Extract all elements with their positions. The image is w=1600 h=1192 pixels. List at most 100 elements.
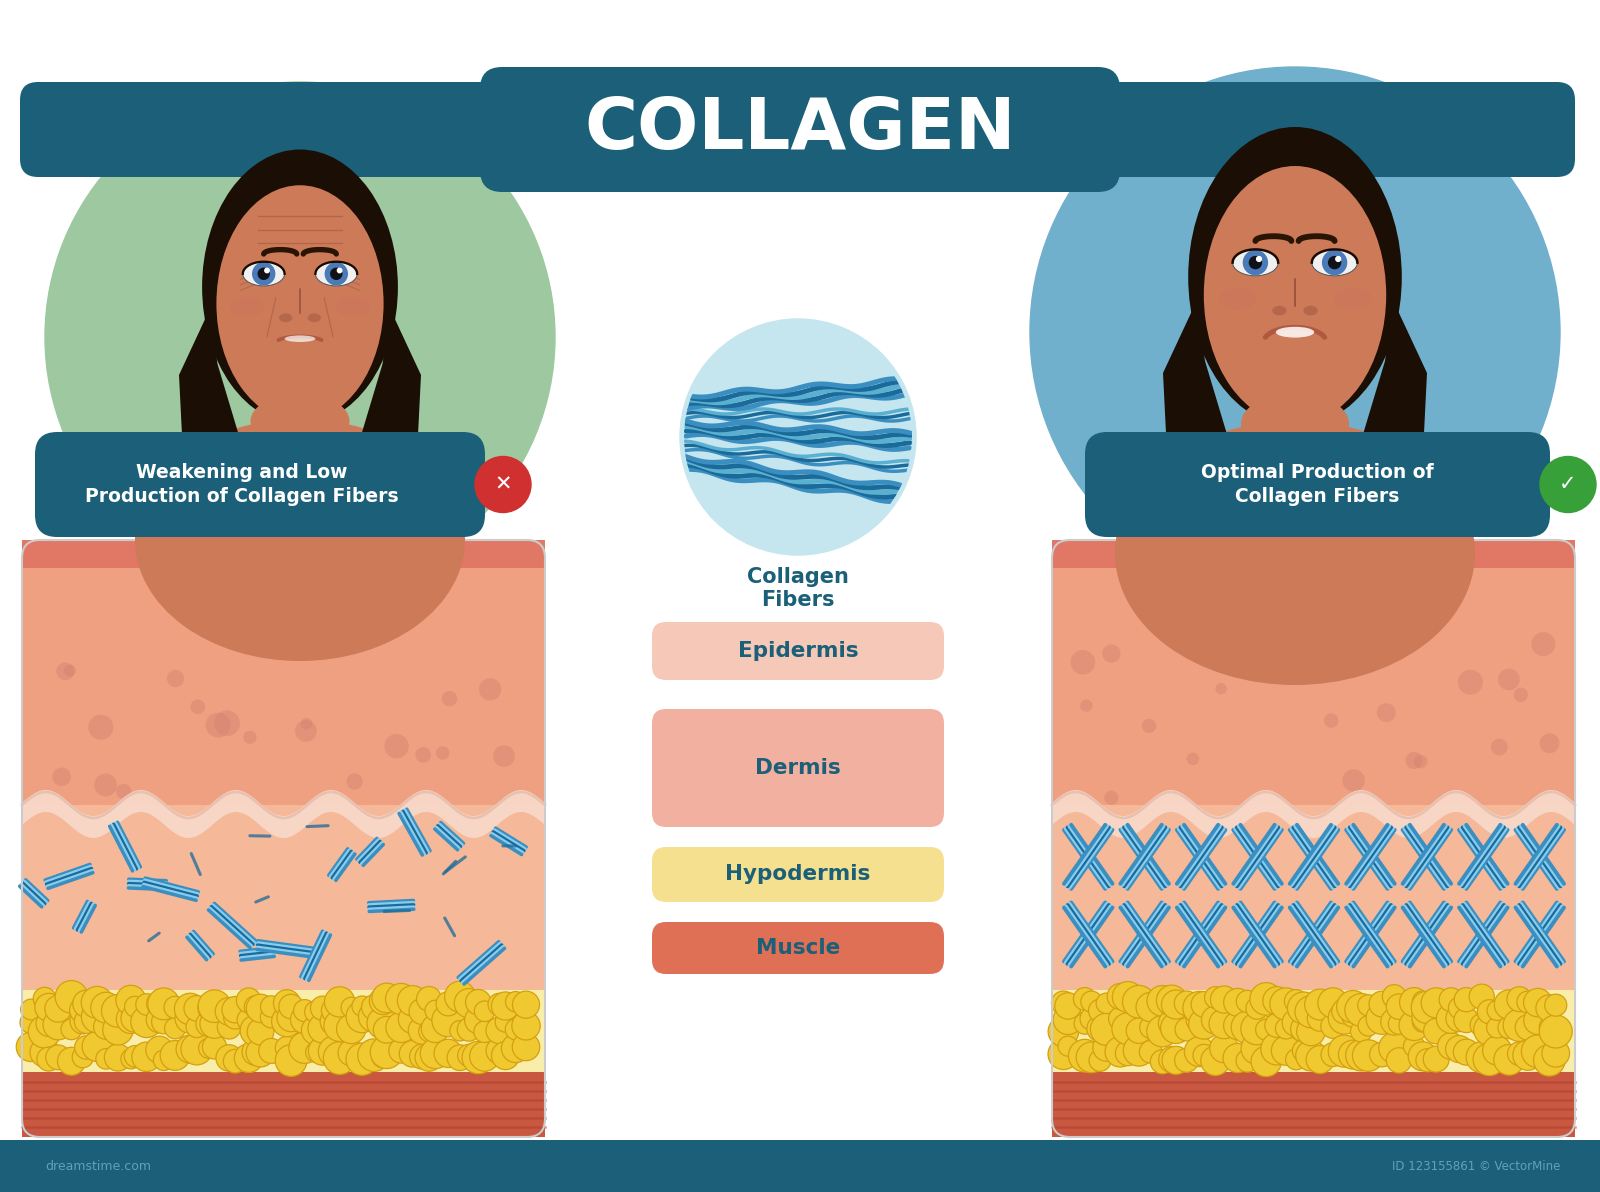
Circle shape [491,1042,520,1069]
Circle shape [1379,1032,1410,1063]
Circle shape [1266,1013,1290,1037]
Circle shape [1416,1049,1438,1072]
Circle shape [1107,983,1133,1010]
Circle shape [53,768,70,786]
Circle shape [200,1010,229,1038]
Circle shape [1070,650,1094,675]
Circle shape [501,1033,530,1062]
Circle shape [16,1032,46,1062]
Circle shape [325,262,347,285]
Circle shape [320,1007,347,1035]
Ellipse shape [315,262,357,286]
Circle shape [181,1033,213,1064]
Ellipse shape [243,262,285,286]
Bar [1053,540,1574,569]
Circle shape [1270,988,1302,1020]
Circle shape [338,268,342,273]
Circle shape [1342,1005,1363,1028]
Ellipse shape [1189,128,1402,427]
Circle shape [1240,1012,1274,1045]
Circle shape [371,1045,394,1068]
Circle shape [75,1036,98,1060]
Circle shape [245,995,267,1018]
Circle shape [1248,665,1264,681]
Circle shape [488,993,510,1016]
Circle shape [464,1006,491,1033]
Circle shape [1230,1011,1264,1043]
Circle shape [421,1038,450,1069]
Circle shape [1190,992,1216,1017]
Bar [22,991,546,1072]
Circle shape [243,731,256,744]
Circle shape [1523,1006,1552,1035]
Circle shape [93,1014,118,1039]
Circle shape [1286,634,1298,646]
Circle shape [1054,993,1082,1019]
Circle shape [1307,1006,1333,1031]
Circle shape [1328,1035,1360,1067]
Circle shape [1237,991,1259,1013]
Ellipse shape [1333,287,1371,310]
Circle shape [1224,988,1251,1017]
Circle shape [1486,1017,1507,1038]
Circle shape [174,993,206,1025]
Circle shape [1400,988,1429,1017]
Circle shape [1080,1007,1102,1030]
Ellipse shape [307,313,322,322]
Circle shape [1216,683,1227,695]
Polygon shape [1349,302,1427,523]
Ellipse shape [336,297,371,317]
Circle shape [445,981,475,1012]
Circle shape [1454,1007,1478,1032]
Circle shape [166,670,184,687]
Circle shape [246,994,275,1023]
Circle shape [1403,1036,1426,1057]
Circle shape [237,1008,261,1031]
Circle shape [1466,1042,1498,1073]
Circle shape [1331,999,1357,1024]
Circle shape [82,987,114,1018]
Circle shape [165,1018,186,1039]
Circle shape [1157,985,1187,1016]
FancyBboxPatch shape [653,848,944,902]
Circle shape [1507,1042,1531,1066]
Circle shape [454,988,483,1018]
Circle shape [1504,1008,1536,1042]
Text: COLLAGEN: COLLAGEN [584,94,1016,163]
Circle shape [1194,1044,1214,1067]
FancyBboxPatch shape [480,67,1120,192]
Circle shape [474,1001,494,1022]
Circle shape [318,1036,349,1067]
Circle shape [1093,1033,1120,1061]
Circle shape [1237,1049,1259,1072]
Circle shape [1030,67,1560,597]
Circle shape [1445,1036,1472,1062]
FancyBboxPatch shape [269,370,331,462]
Circle shape [1184,1037,1214,1067]
Circle shape [82,1001,114,1032]
Circle shape [224,1006,246,1029]
Bar [1053,805,1574,991]
Ellipse shape [1115,421,1475,685]
Ellipse shape [1275,327,1314,337]
FancyBboxPatch shape [1261,367,1328,468]
Circle shape [1246,998,1267,1019]
Circle shape [234,1044,262,1073]
Circle shape [1358,1016,1379,1036]
Circle shape [21,999,42,1020]
Bar [0,1140,1600,1192]
Circle shape [1080,700,1093,712]
Circle shape [371,983,402,1013]
Circle shape [416,987,442,1011]
Circle shape [1104,790,1118,805]
Circle shape [414,1043,443,1072]
Circle shape [1202,1006,1229,1033]
Circle shape [190,700,205,714]
Circle shape [358,1001,389,1032]
Circle shape [202,1035,227,1058]
Circle shape [246,1038,275,1067]
Circle shape [475,457,531,513]
Circle shape [1162,1047,1190,1074]
Circle shape [346,1043,378,1075]
Circle shape [1296,1041,1326,1070]
